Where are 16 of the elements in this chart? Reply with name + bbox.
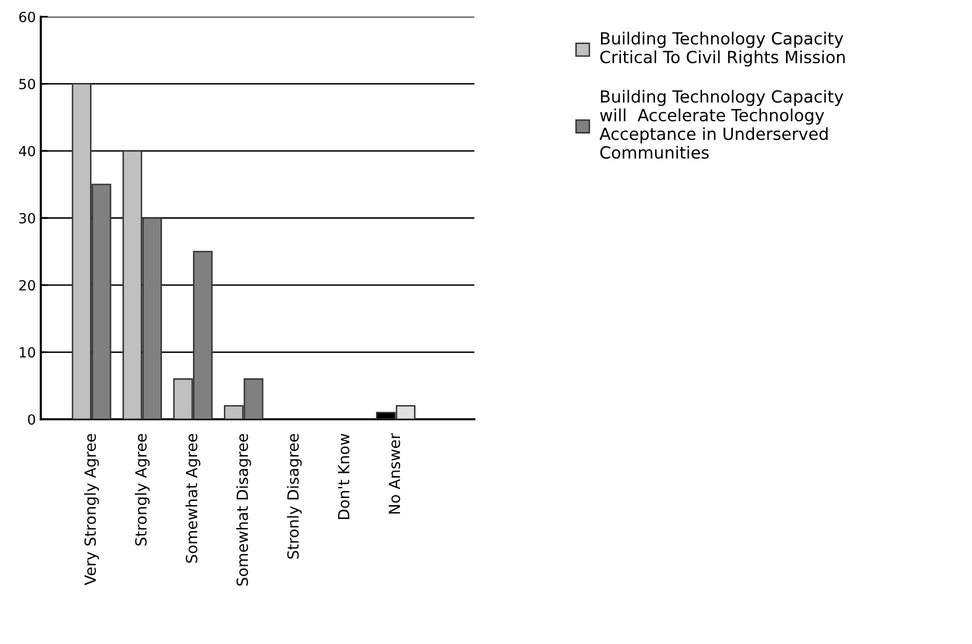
y-tick-label: 60 — [19, 12, 36, 22]
legend-label: Building Technology Capacity will Accelerate Technology Acceptance in Underserved Communities — [600, 90, 844, 159]
x-tick-label: Stronly Disagree — [286, 434, 302, 559]
y-tick-label: 10 — [20, 347, 36, 358]
y-tick-label: 20 — [19, 280, 36, 291]
x-tick-label: Don't Know — [338, 434, 350, 520]
x-tick-label: Strongly Agree — [134, 434, 150, 546]
legend-label: Building Technology Capacity Critical To Civil Rights Mission — [600, 32, 845, 67]
y-tick-label: 30 — [19, 212, 36, 224]
x-tick-label: Very Strongly Agree — [84, 434, 99, 586]
x-tick-label: Somewhat Agree — [186, 434, 200, 563]
y-tick-label: 50 — [19, 78, 36, 90]
y-tick-label: 40 — [18, 146, 36, 156]
y-tick-label: 0 — [28, 414, 36, 425]
x-tick-label: No Answer — [388, 433, 400, 514]
x-tick-label: Somewhat Disagree — [236, 434, 252, 586]
